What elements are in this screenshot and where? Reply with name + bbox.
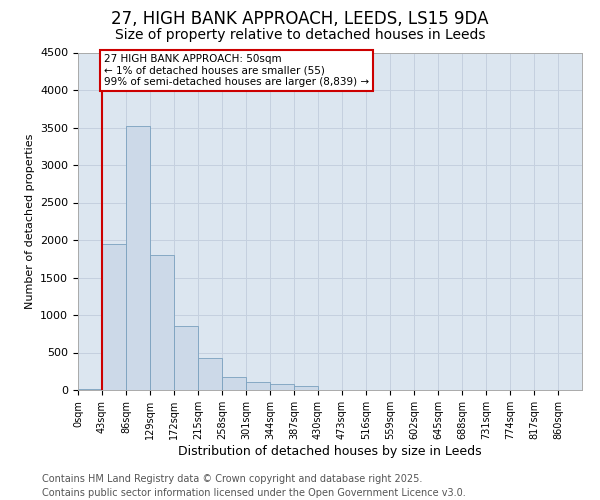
Text: Size of property relative to detached houses in Leeds: Size of property relative to detached ho… — [115, 28, 485, 42]
Text: Contains HM Land Registry data © Crown copyright and database right 2025.
Contai: Contains HM Land Registry data © Crown c… — [42, 474, 466, 498]
Bar — [198, 358, 222, 390]
Bar — [150, 255, 174, 390]
Y-axis label: Number of detached properties: Number of detached properties — [25, 134, 35, 309]
Bar — [294, 386, 318, 390]
Bar — [126, 126, 150, 390]
Bar — [246, 382, 270, 390]
Bar — [102, 244, 126, 390]
Bar — [270, 384, 294, 390]
Text: 27 HIGH BANK APPROACH: 50sqm
← 1% of detached houses are smaller (55)
99% of sem: 27 HIGH BANK APPROACH: 50sqm ← 1% of det… — [104, 54, 369, 87]
Bar — [222, 378, 246, 390]
Bar — [78, 388, 102, 390]
Text: 27, HIGH BANK APPROACH, LEEDS, LS15 9DA: 27, HIGH BANK APPROACH, LEEDS, LS15 9DA — [111, 10, 489, 28]
Bar — [174, 326, 198, 390]
X-axis label: Distribution of detached houses by size in Leeds: Distribution of detached houses by size … — [178, 444, 482, 458]
